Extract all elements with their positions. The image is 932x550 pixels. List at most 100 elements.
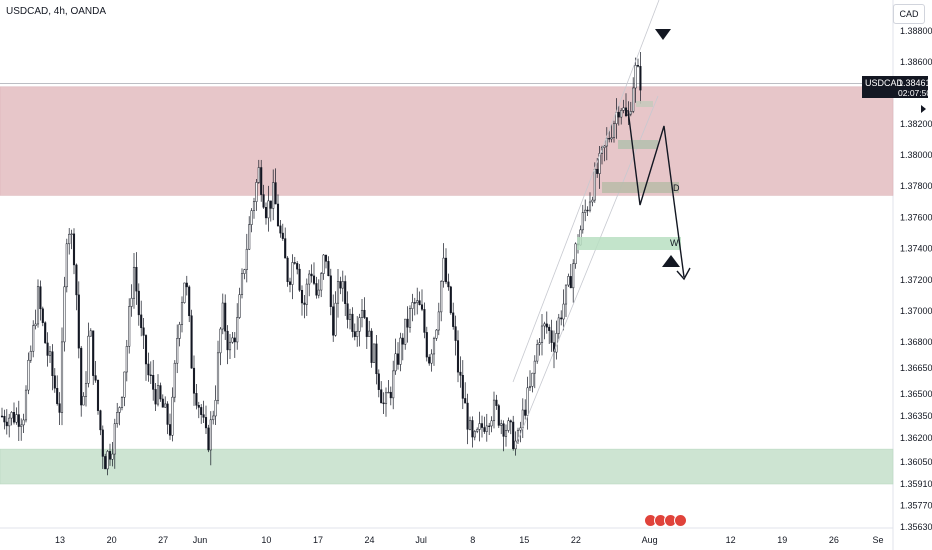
candle-body	[63, 286, 66, 343]
candle-body	[166, 403, 169, 425]
candle-body	[303, 302, 306, 305]
candle-body	[404, 318, 407, 345]
candle-body	[29, 350, 32, 361]
price-tick-label: 1.37600	[900, 212, 932, 222]
candle-body	[392, 370, 395, 399]
demand-box-4h	[618, 140, 658, 149]
candle-body	[130, 297, 133, 307]
us-flag-icon[interactable]	[674, 514, 687, 527]
candle-body	[51, 351, 54, 376]
candle-body	[442, 257, 445, 282]
candle-body	[380, 389, 383, 404]
candle-body	[483, 427, 486, 432]
candle-body	[423, 309, 426, 333]
time-tick-label: Jul	[415, 535, 427, 545]
candle-body	[269, 200, 272, 209]
candle-body	[32, 325, 35, 352]
candle-body	[125, 346, 128, 373]
time-tick-label: 24	[365, 535, 375, 545]
candle-body	[219, 328, 222, 354]
symbol-title[interactable]: USDCAD, 4h, OANDA	[6, 6, 107, 17]
candle-body	[5, 421, 8, 427]
candle-body	[178, 324, 181, 339]
candle-body	[264, 207, 268, 219]
candle-body	[612, 123, 616, 138]
candle-body	[406, 318, 409, 328]
candle-body	[137, 290, 140, 316]
candle-body	[72, 233, 76, 266]
candle-body	[267, 200, 270, 219]
economic-events[interactable]	[644, 514, 687, 527]
candle-body	[540, 325, 544, 343]
candle-body	[108, 451, 112, 460]
candle-body	[39, 286, 42, 310]
candle-body	[286, 257, 289, 282]
candle-body	[15, 414, 18, 423]
candle-body	[276, 203, 280, 227]
candle-body	[173, 362, 176, 398]
candle-body	[610, 137, 613, 140]
candle-body	[212, 415, 215, 421]
bar-countdown: 02:07:50	[898, 88, 932, 98]
candle-body	[425, 332, 428, 358]
candle-body	[300, 289, 304, 304]
candle-body	[504, 430, 508, 437]
candle-body	[490, 420, 493, 427]
candle-body	[168, 424, 172, 436]
candle-body	[320, 273, 323, 291]
candle-body	[356, 330, 359, 337]
candle-body	[370, 330, 373, 363]
candle-body	[238, 294, 241, 318]
candle-body	[56, 387, 59, 404]
candle-body	[622, 107, 625, 111]
candle-body	[384, 392, 388, 405]
candle-body	[89, 330, 92, 337]
candle-body	[478, 423, 481, 430]
time-tick-label: 17	[313, 535, 323, 545]
candle-body	[461, 374, 464, 399]
candle-body	[0, 415, 4, 418]
candle-body	[262, 194, 265, 208]
candle-body	[521, 409, 524, 429]
candle-body	[87, 335, 90, 384]
candle-body	[444, 257, 448, 283]
candle-body	[389, 391, 392, 399]
price-tick-label: 1.37200	[900, 275, 932, 285]
candle-body	[382, 402, 385, 405]
candle-body	[605, 138, 608, 147]
candle-body	[65, 243, 68, 288]
candle-body	[519, 427, 522, 431]
candle-body	[485, 425, 488, 432]
candle-body	[17, 414, 20, 427]
candle-body	[492, 399, 496, 422]
candle-body	[281, 232, 284, 239]
candle-body	[567, 276, 570, 286]
time-tick-label: 15	[519, 535, 529, 545]
candle-body	[293, 262, 296, 264]
candle-body	[135, 266, 138, 292]
channel-lower-line	[515, 95, 659, 446]
candle-body	[360, 309, 364, 318]
candle-body	[396, 353, 400, 365]
price-tick-label: 1.36800	[900, 337, 932, 347]
candle-body	[46, 342, 49, 356]
price-tick-label: 1.37000	[900, 306, 932, 316]
candle-body	[502, 423, 505, 437]
candle-body	[80, 347, 83, 406]
price-tick-label: 1.36050	[900, 457, 932, 467]
candle-body	[36, 286, 40, 325]
candle-body	[128, 306, 131, 347]
candle-body	[322, 254, 325, 274]
candle-body	[183, 282, 186, 303]
candle-body	[24, 389, 28, 421]
candle-body	[346, 303, 349, 320]
candle-body	[557, 317, 560, 334]
candle-body	[588, 201, 592, 211]
candle-body	[636, 65, 640, 67]
currency-button[interactable]: CAD	[893, 4, 925, 24]
candle-body	[418, 300, 421, 306]
candle-body	[120, 397, 124, 408]
candle-body	[188, 286, 191, 317]
candle-body	[10, 412, 13, 419]
